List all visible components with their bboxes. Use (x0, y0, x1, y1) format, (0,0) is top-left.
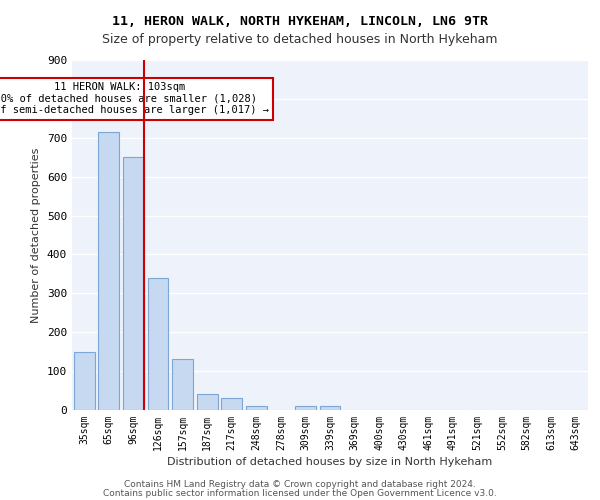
Text: Contains HM Land Registry data © Crown copyright and database right 2024.: Contains HM Land Registry data © Crown c… (124, 480, 476, 489)
Bar (172, 360, 193, 410)
Text: 11 HERON WALK: 103sqm
← 50% of detached houses are smaller (1,028)
49% of semi-d: 11 HERON WALK: 103sqm ← 50% of detached … (0, 82, 269, 116)
Text: Size of property relative to detached houses in North Hykeham: Size of property relative to detached ho… (102, 32, 498, 46)
Y-axis label: Number of detached properties: Number of detached properties (31, 148, 41, 322)
Bar (246, 406, 267, 410)
Bar (295, 406, 316, 410)
Text: Contains public sector information licensed under the Open Government Licence v3: Contains public sector information licen… (103, 488, 497, 498)
Bar (221, 398, 242, 410)
Bar (197, 394, 218, 410)
Bar (320, 406, 340, 410)
Text: 11, HERON WALK, NORTH HYKEHAM, LINCOLN, LN6 9TR: 11, HERON WALK, NORTH HYKEHAM, LINCOLN, … (112, 15, 488, 28)
Bar (98, 132, 119, 410)
Bar (123, 157, 144, 410)
Bar (74, 352, 95, 410)
X-axis label: Distribution of detached houses by size in North Hykeham: Distribution of detached houses by size … (167, 457, 493, 467)
Bar (148, 278, 169, 410)
